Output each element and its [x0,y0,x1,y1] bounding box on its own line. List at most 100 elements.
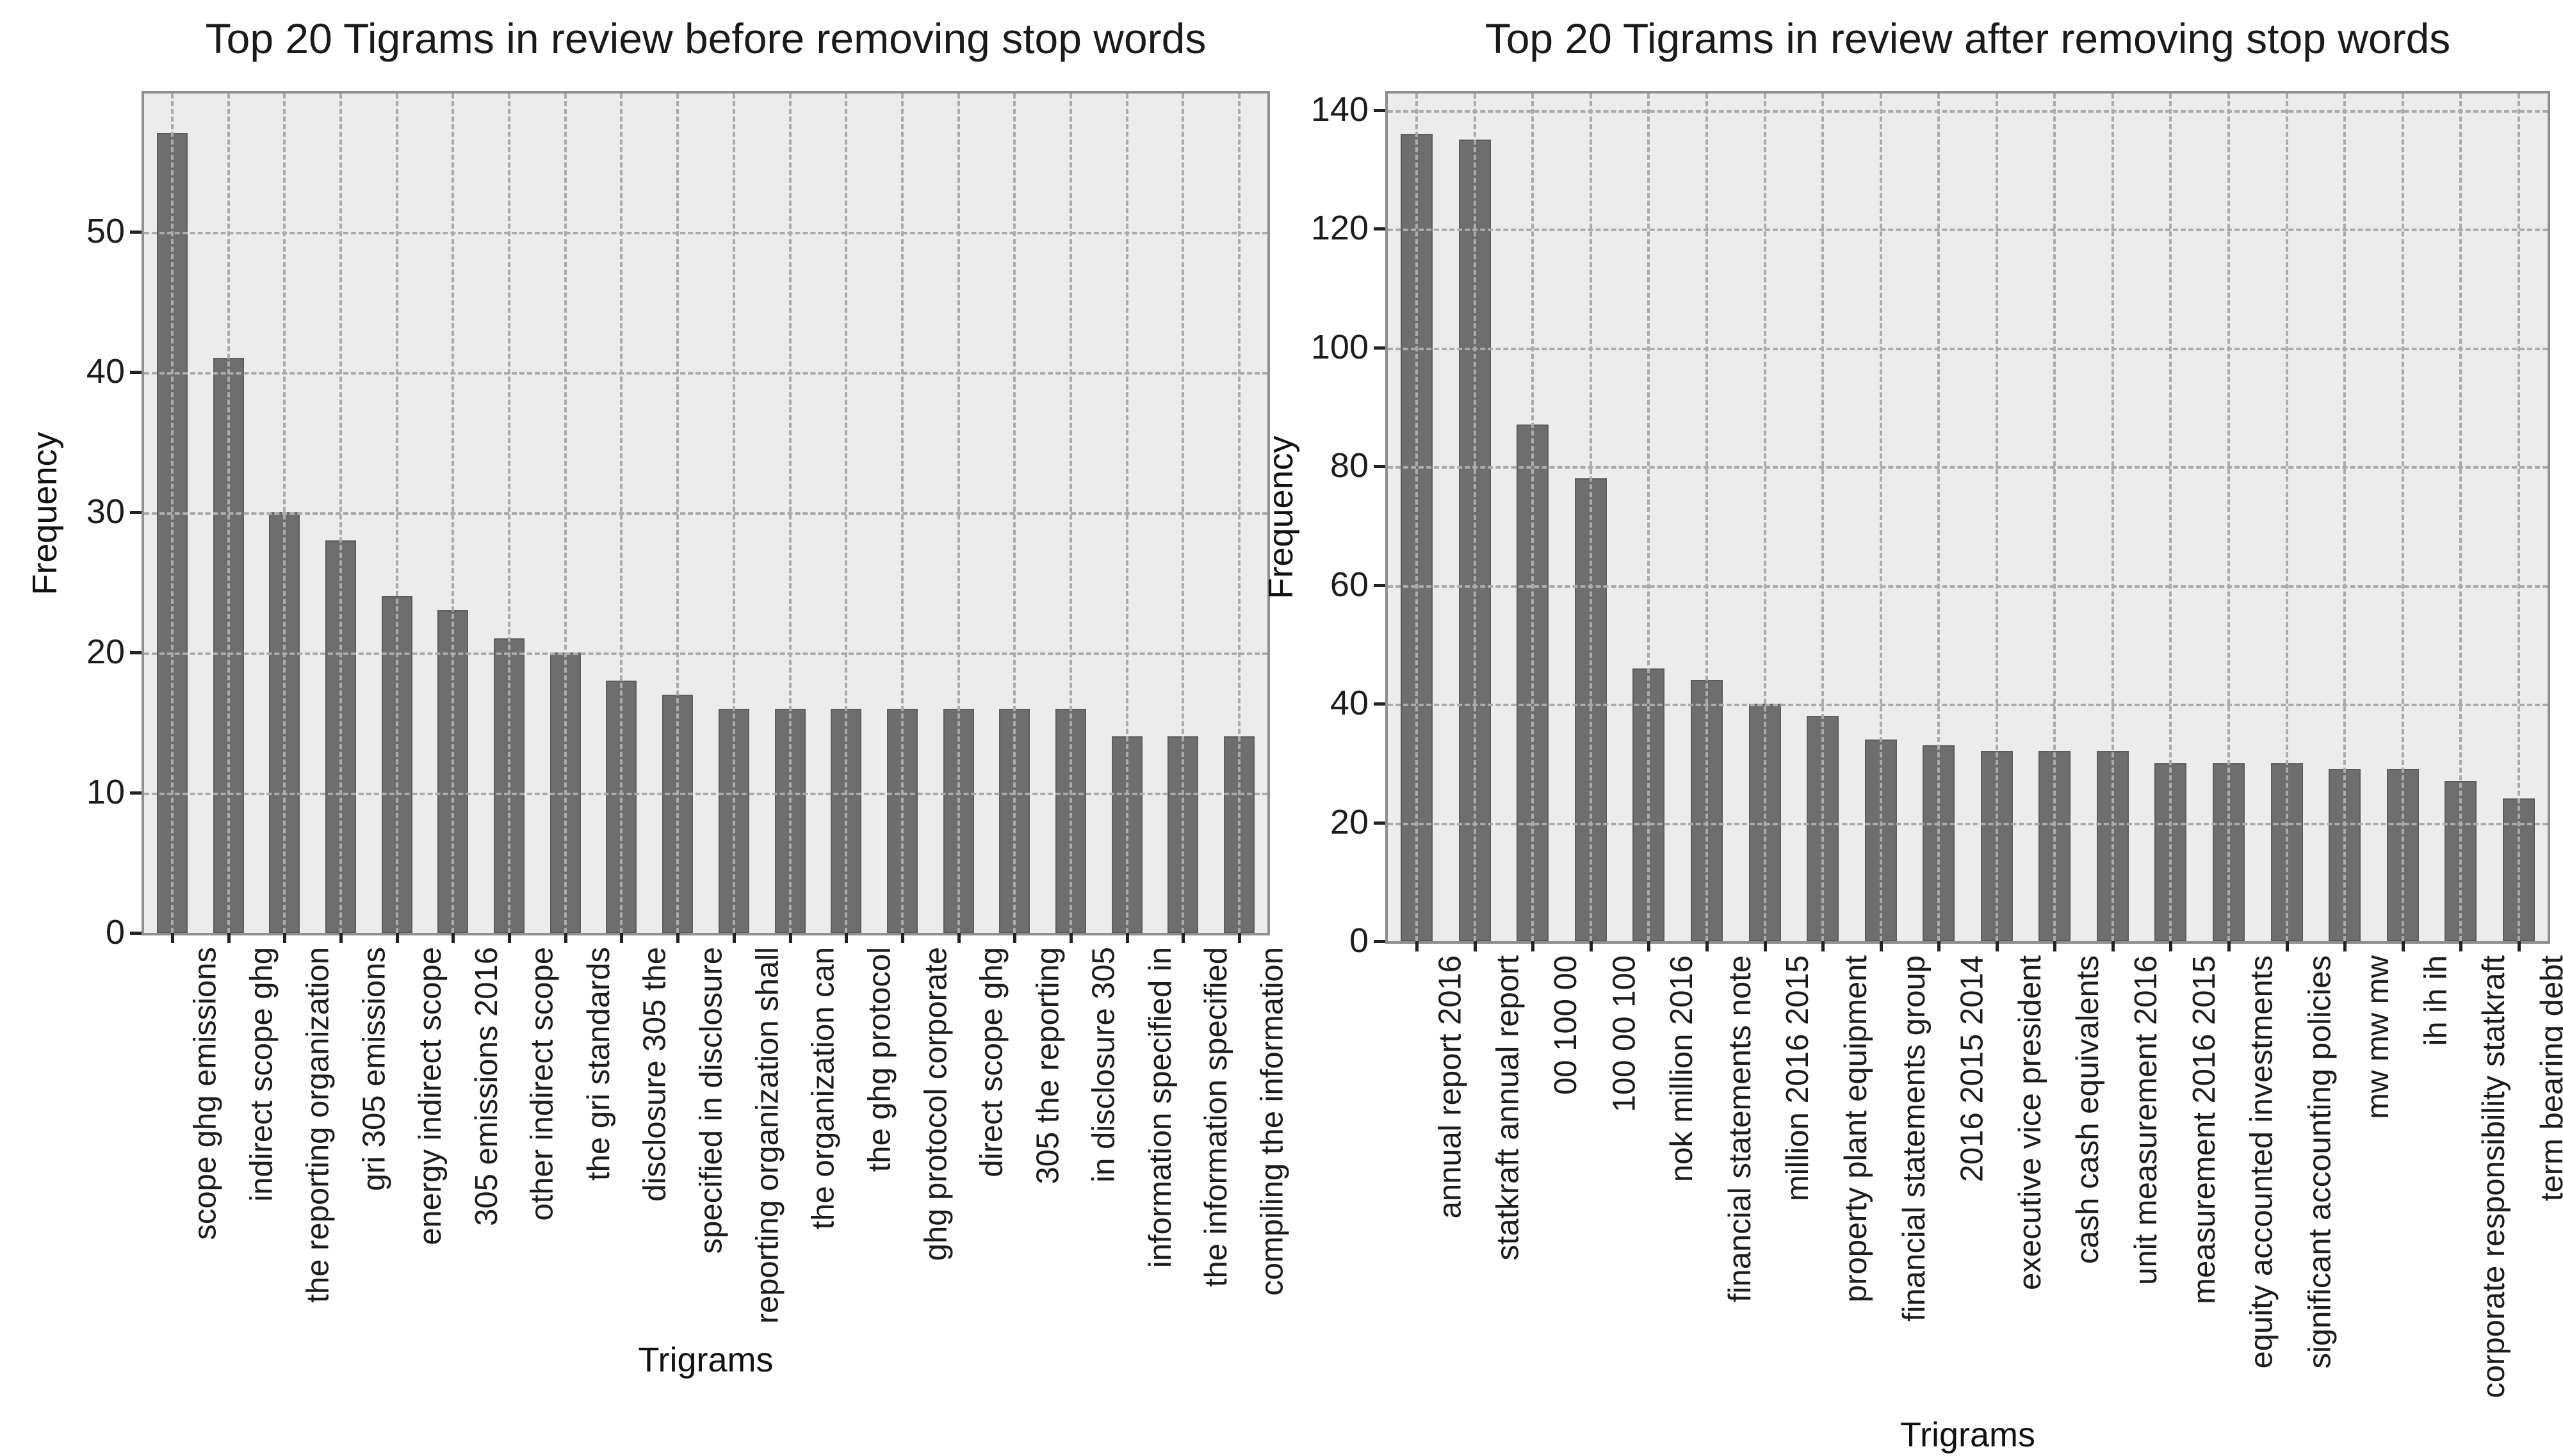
v-gridline [957,93,960,933]
x-tick-label: financial statements group [1896,955,1932,1322]
v-gridline [1473,93,1476,941]
v-gridline [2343,93,2347,941]
x-tick-label: the ghg protocol [862,947,897,1172]
v-gridline [395,93,398,933]
x-tick-label: mw mw mw [2361,955,2396,1119]
x-tick-mark [2111,941,2115,951]
x-tick-mark [788,933,792,943]
v-gridline [452,93,455,933]
x-tick-mark [564,933,567,943]
v-gridline [2169,93,2172,941]
y-tick-label: 40 [1330,683,1369,722]
y-tick-mark [1374,940,1385,943]
x-axis-label-before: Trigrams [638,1341,774,1379]
h-gridline [144,792,1267,795]
x-tick-mark [2343,941,2347,951]
x-tick-label: significant accounting policies [2302,955,2338,1369]
y-tick-label: 120 [1310,209,1369,248]
v-gridline [1647,93,1650,941]
y-tick-mark [1374,465,1385,469]
x-tick-label: cash cash equivalents [2071,955,2106,1265]
x-tick-mark [957,933,961,943]
x-tick-mark [1415,941,1419,951]
v-gridline [1013,93,1016,933]
x-tick-mark [2401,941,2405,951]
x-tick-mark [900,933,904,943]
v-gridline [564,93,567,933]
y-tick-mark [1374,108,1385,112]
v-gridline [1531,93,1534,941]
x-tick-mark [395,933,399,943]
x-tick-label: scope ghg emissions [188,947,223,1240]
y-tick-label: 10 [86,772,125,811]
y-tick-label: 50 [86,211,125,250]
y-tick-mark [130,651,142,654]
x-tick-mark [1473,941,1477,951]
h-gridline [144,231,1267,234]
x-tick-mark [732,933,736,943]
v-gridline [1705,93,1709,941]
v-gridline [1125,93,1128,933]
x-tick-mark [170,933,174,943]
x-tick-mark [2459,941,2463,951]
v-gridline [2517,93,2520,941]
y-axis-label-before: Frequency [26,431,64,595]
v-gridline [1821,93,1825,941]
x-tick-label: million 2016 2015 [1780,955,1816,1202]
y-tick-label: 0 [1349,921,1369,960]
v-gridline [1182,93,1185,933]
plot-area-before [142,91,1270,935]
x-tick-label: compiling the information [1255,947,1290,1296]
v-gridline [732,93,735,933]
y-tick-label: 30 [86,492,125,531]
x-tick-mark [1238,933,1242,943]
y-tick-mark [1374,583,1385,587]
x-tick-label: disclosure 305 the [637,947,672,1202]
x-tick-label: the organization can [806,947,841,1230]
v-gridline [1937,93,1941,941]
v-gridline [508,93,511,933]
x-tick-label: equity accounted investments [2244,955,2279,1369]
chart-title-after: Top 20 Tigrams in review after removing … [1485,15,2451,62]
x-tick-mark [339,933,343,943]
x-tick-mark [1589,941,1593,951]
h-gridline [1388,347,2548,350]
y-tick-mark [1374,702,1385,706]
x-tick-mark [1125,933,1129,943]
x-tick-label: statkraft annual report [1490,955,1526,1261]
h-gridline [1388,822,2548,825]
x-tick-label: 305 emissions 2016 [469,947,504,1226]
x-tick-mark [1531,941,1535,951]
x-tick-mark [1937,941,1941,951]
v-gridline [1763,93,1766,941]
x-tick-label: other indirect scope [525,947,560,1221]
y-tick-label: 20 [1330,802,1369,841]
x-tick-label: 100 00 100 [1606,955,1641,1113]
x-tick-label: specified in disclosure [694,947,729,1254]
h-gridline [1388,585,2548,588]
x-tick-label: the reporting organization [300,947,336,1303]
x-axis-label-after: Trigrams [1900,1416,2035,1454]
y-tick-label: 80 [1330,446,1369,485]
h-gridline [144,371,1267,375]
v-gridline [2285,93,2288,941]
v-gridline [1238,93,1241,933]
h-gridline [1388,109,2548,113]
x-tick-mark [2227,941,2231,951]
x-tick-label: 00 100 00 [1549,955,1584,1095]
x-tick-label: gri 305 emissions [356,947,391,1192]
v-gridline [170,93,174,933]
x-tick-label: nok million 2016 [1664,955,1700,1183]
x-tick-mark [676,933,680,943]
y-tick-label: 100 [1310,327,1369,366]
x-tick-label: direct scope ghg [974,947,1009,1177]
v-gridline [227,93,230,933]
x-tick-label: measurement 2016 2015 [2186,955,2222,1304]
x-tick-mark [1182,933,1185,943]
h-gridline [1388,229,2548,232]
x-tick-mark [227,933,231,943]
x-tick-label: property plant equipment [1839,955,1874,1303]
plot-area-after [1385,91,2550,944]
x-tick-label: corporate responsibility statkraft [2477,955,2512,1398]
x-tick-mark [1647,941,1651,951]
